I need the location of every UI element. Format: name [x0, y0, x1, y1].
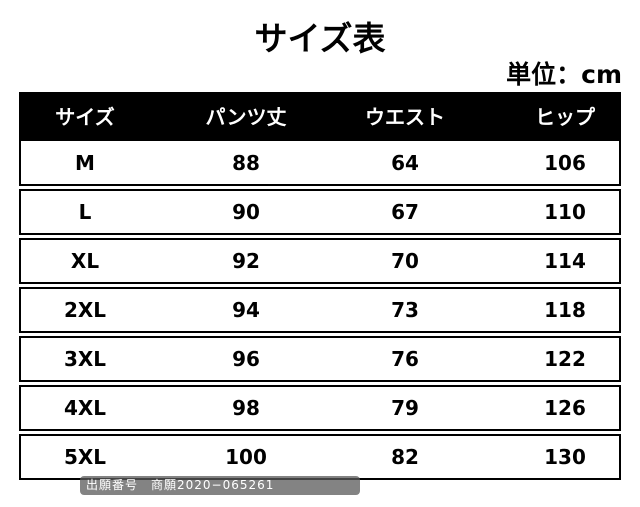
header-cell: サイズ: [55, 105, 115, 129]
table-cell: 3XL: [63, 347, 107, 372]
watermark: 出願番号 商願2020−065261: [80, 476, 360, 495]
title: サイズ表: [254, 19, 386, 58]
table-cell: 98: [232, 395, 260, 420]
table-cell: 106: [544, 150, 586, 175]
table-cell: M: [75, 150, 95, 175]
table-cell: 126: [544, 395, 586, 420]
table-row: XL 92 70 114: [19, 238, 621, 285]
table-row: 5XL 100 82 130: [19, 433, 621, 480]
size-table: サイズ パンツ丈 ウエスト ヒップ M 88 64 106 L 90 67 110 XL 92 70 114 2…: [19, 92, 621, 482]
table-cell: 70: [391, 249, 419, 274]
table-cell: 79: [391, 395, 419, 420]
table-cell: 122: [544, 347, 586, 372]
table-row: L 90 67 110: [19, 189, 621, 236]
table-cell: 73: [391, 298, 419, 323]
table-cell: XL: [70, 249, 100, 274]
table-row: 2XL 94 73 118: [19, 287, 621, 334]
table-cell: 64: [391, 150, 419, 175]
table-cell: 114: [544, 249, 586, 274]
table-cell: 96: [232, 347, 260, 372]
table-cell: 88: [232, 150, 260, 175]
table-cell: 4XL: [63, 395, 107, 420]
unit-label: 単位：cm: [506, 60, 622, 89]
table-cell: 90: [232, 200, 260, 225]
table-cell: 130: [544, 444, 586, 469]
table-cell: 100: [225, 444, 267, 469]
table-cell: 67: [391, 200, 419, 225]
header-cell: ヒップ: [535, 105, 595, 129]
table-cell: 82: [391, 444, 419, 469]
table-cell: 94: [232, 298, 260, 323]
header-cell: パンツ丈: [205, 105, 287, 129]
table-row: 3XL 96 76 122: [19, 336, 621, 382]
table-row: M 88 64 106: [19, 139, 621, 187]
header-cell: ウエスト: [365, 105, 445, 129]
table-cell: 92: [232, 249, 260, 274]
table-cell: 76: [391, 347, 419, 372]
table-cell: 5XL: [63, 444, 107, 469]
table-cell: L: [78, 200, 92, 225]
table-cell: 2XL: [63, 298, 107, 323]
table-cell: 118: [544, 298, 586, 323]
header-row: サイズ パンツ丈 ウエスト ヒップ: [19, 92, 621, 139]
table-cell: 110: [544, 200, 586, 225]
table-row: 4XL 98 79 126: [19, 385, 621, 431]
